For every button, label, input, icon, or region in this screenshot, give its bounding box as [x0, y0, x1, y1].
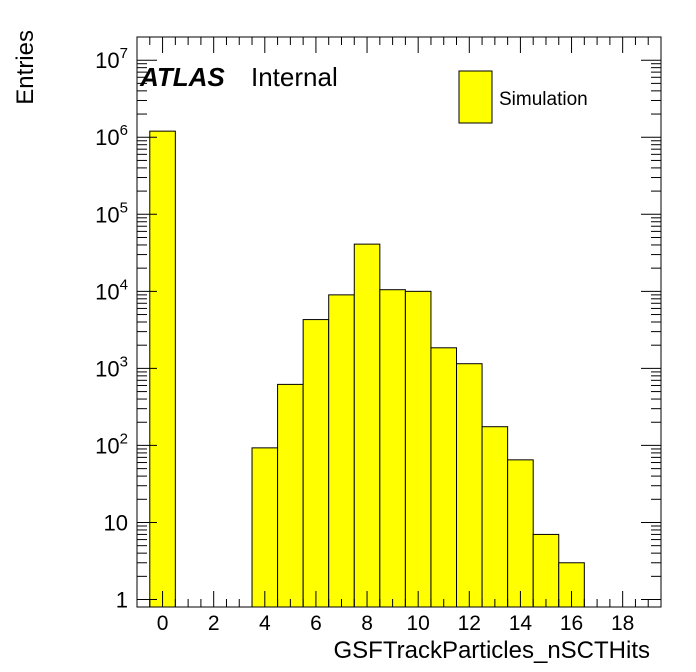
y-tick-label: 1: [116, 588, 128, 613]
y-tick-label: 10: [104, 510, 128, 535]
x-tick-label: 10: [406, 612, 429, 635]
atlas-label: ATLAS: [139, 62, 225, 92]
y-axis-ticks: 1 10 102 103 104 105 106 107: [95, 36, 661, 613]
histogram-bar: [328, 294, 355, 608]
histogram-bar: [277, 383, 304, 608]
histogram-bar: [251, 447, 279, 608]
histogram-bar: [379, 289, 406, 608]
x-tick-label: 12: [458, 612, 481, 635]
x-tick-label: 0: [157, 612, 169, 635]
histogram-bar: [149, 130, 176, 608]
histogram-bar: [456, 363, 483, 608]
histogram-bar: [302, 319, 330, 608]
x-tick-label: 16: [560, 612, 583, 635]
histogram-bar: [353, 243, 381, 608]
x-tick-label: 14: [509, 612, 533, 635]
x-tick-label: 4: [259, 612, 271, 635]
y-tick-label: 104: [95, 276, 128, 304]
legend-swatch: [458, 70, 493, 124]
y-tick-label: 103: [95, 353, 128, 381]
x-axis-ticks: 0 2 4 6 8 10 12 14 16 18: [136, 37, 662, 635]
y-tick-label: 107: [95, 45, 128, 73]
y-tick-label: 106: [95, 122, 128, 150]
legend-label: Simulation: [499, 89, 588, 110]
y-tick-label: 105: [95, 199, 128, 227]
x-tick-label: 18: [611, 612, 634, 635]
histogram-bar: [507, 459, 534, 608]
internal-label: Internal: [251, 62, 338, 92]
x-axis-label: GSFTrackParticles_nSCTHits: [334, 637, 651, 664]
y-axis-label: Entries: [12, 30, 39, 105]
legend: Simulation: [458, 70, 588, 124]
histogram-bars: [149, 130, 585, 608]
x-tick-label: 2: [208, 612, 220, 635]
histogram-bar: [532, 533, 560, 608]
histogram-bar: [430, 347, 458, 608]
histogram-bar: [404, 290, 432, 608]
x-tick-label: 8: [361, 612, 373, 635]
histogram-bar: [481, 426, 509, 608]
x-tick-label: 6: [310, 612, 322, 635]
y-tick-label: 102: [95, 430, 128, 458]
